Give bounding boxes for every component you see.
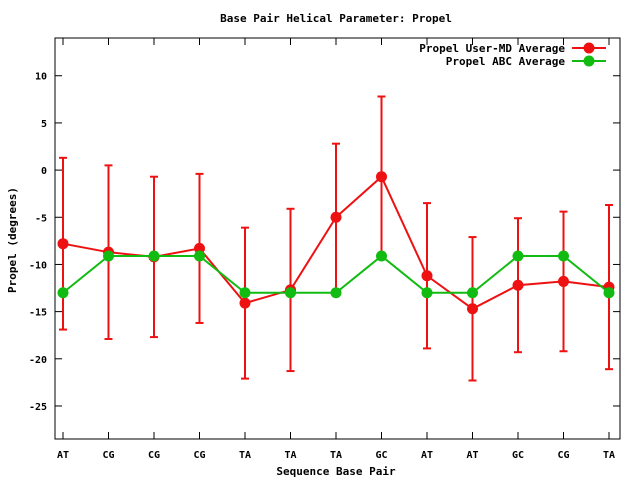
- data-point: [558, 275, 569, 287]
- x-tick-label: TA: [330, 450, 342, 461]
- x-tick-label: TA: [239, 450, 251, 461]
- x-tick-label: CG: [102, 450, 114, 461]
- x-tick-label: TA: [603, 450, 615, 461]
- data-point: [376, 250, 387, 262]
- data-point: [603, 287, 615, 299]
- data-point: [376, 171, 387, 183]
- data-point: [421, 287, 433, 299]
- legend: Propel User-MD Average Propel ABC Averag…: [419, 42, 606, 68]
- data-point: [558, 250, 569, 262]
- x-tick-label: GC: [512, 450, 524, 461]
- y-tick-labels: 10 5 0 -5 -10 -15 -20 -25: [29, 72, 47, 413]
- y-axis-label: Propel (degrees): [6, 187, 19, 293]
- x-tick-label: CG: [557, 450, 569, 461]
- series-1: [57, 250, 615, 299]
- x-axis-label: Sequence Base Pair: [276, 465, 396, 478]
- data-point: [57, 287, 69, 299]
- legend-marker-user-md: [583, 42, 595, 54]
- data-point: [57, 238, 69, 250]
- y-tick-label: -25: [29, 402, 47, 413]
- data-point: [194, 242, 205, 254]
- y-tick-label: 0: [41, 166, 47, 177]
- x-tick-labels: AT CG CG CG TA TA TA GC AT AT GC CG TA: [57, 450, 615, 461]
- x-tick-label: TA: [284, 450, 296, 461]
- data-point: [330, 211, 342, 223]
- series-0: [57, 95, 615, 382]
- data-point: [103, 250, 114, 262]
- x-tick-label: GC: [375, 450, 387, 461]
- plot-frame: [54, 37, 621, 440]
- data-point: [467, 287, 478, 299]
- series-layer: [57, 95, 615, 382]
- data-point: [330, 287, 342, 299]
- legend-marker-abc: [583, 55, 595, 67]
- data-point: [285, 287, 296, 299]
- data-point: [239, 287, 251, 299]
- chart-title: Base Pair Helical Parameter: Propel: [220, 12, 452, 25]
- y-tick-label: 10: [35, 72, 47, 83]
- y-tick-label: -10: [29, 260, 47, 271]
- y-tick-label: 5: [41, 119, 47, 130]
- y-tick-label: -20: [29, 355, 47, 366]
- data-point: [239, 297, 251, 309]
- x-tick-label: AT: [421, 450, 433, 461]
- data-point: [512, 279, 524, 291]
- y-tick-label: -5: [35, 213, 47, 224]
- x-tick-label: CG: [193, 450, 205, 461]
- x-tick-label: AT: [466, 450, 478, 461]
- x-tick-label: AT: [57, 450, 69, 461]
- data-point: [512, 250, 524, 262]
- data-point: [194, 250, 205, 262]
- data-point: [148, 250, 160, 262]
- axis-ticks: [55, 38, 620, 439]
- data-point: [467, 303, 478, 315]
- x-tick-label: CG: [148, 450, 160, 461]
- legend-label-abc: Propel ABC Average: [446, 55, 566, 68]
- data-point: [421, 270, 433, 282]
- legend-label-user-md: Propel User-MD Average: [419, 42, 565, 55]
- y-tick-label: -15: [29, 308, 47, 319]
